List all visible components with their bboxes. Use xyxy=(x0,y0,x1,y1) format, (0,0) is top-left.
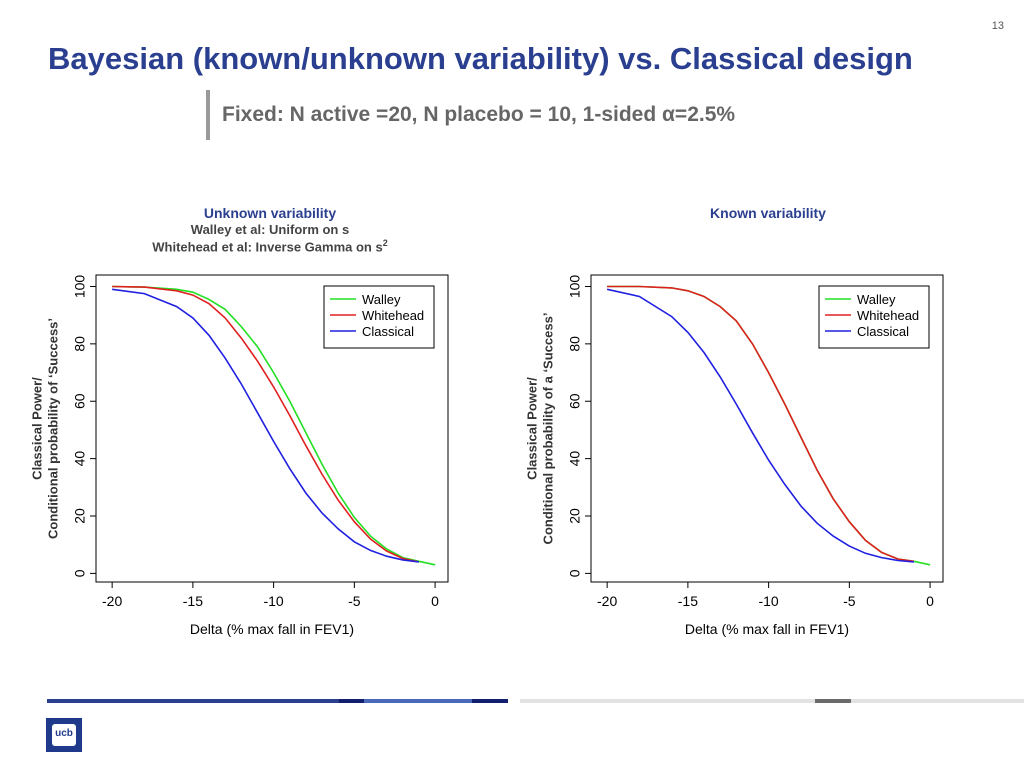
right-ytick-label: 100 xyxy=(567,275,583,299)
footer-bar-2 xyxy=(339,699,364,703)
left-legend-label: Classical xyxy=(362,324,414,339)
right-plot-frame xyxy=(590,274,944,583)
left-xtick-label: -5 xyxy=(348,593,361,609)
left-legend-label: Walley xyxy=(362,292,401,307)
title-divider xyxy=(206,90,210,140)
footer-bar-1 xyxy=(47,699,339,703)
left-legend xyxy=(323,285,435,349)
left-ytick-label: 0 xyxy=(72,569,88,577)
left-series-walley xyxy=(112,285,436,566)
left-chart-subtitle-1: Walley et al: Uniform on s xyxy=(190,222,350,237)
left-chart-heading: Unknown variability Walley et al: Unifor… xyxy=(100,205,440,254)
left-chart-subtitle-2: Whitehead et al: Inverse Gamma on s2 xyxy=(152,238,388,255)
left-ytick-label: 20 xyxy=(72,508,88,524)
right-xtick-label: -5 xyxy=(843,593,856,609)
right-chart: -20 -15 -10 -5 0 0 20 40 60 80 100 Delta (% max fal… xyxy=(524,274,944,637)
right-ytick-label: 20 xyxy=(567,508,583,524)
left-ytick-label: 100 xyxy=(72,275,88,299)
left-chart-title: Unknown variability xyxy=(203,205,337,221)
right-legend-label: Whitehead xyxy=(857,308,919,323)
left-chart: -20 -15 -10 -5 0 0 20 40 60 80 100 Delta (% max fal… xyxy=(29,274,449,637)
left-xtick-label: -20 xyxy=(102,593,122,609)
left-ylabel-line: Conditional probability of ‘Success’ xyxy=(45,318,60,539)
right-xtick-label: -10 xyxy=(758,593,778,609)
right-ylabel-line: Classical Power/ xyxy=(524,377,539,480)
right-xtick-label: -15 xyxy=(678,593,698,609)
right-series-classical xyxy=(606,288,914,563)
right-chart-heading: Known variability xyxy=(598,205,938,221)
left-xtick-label: -10 xyxy=(263,593,283,609)
left-ytick-label: 40 xyxy=(72,451,88,467)
left-legend-label: Whitehead xyxy=(362,308,424,323)
footer-bar-5 xyxy=(520,699,815,703)
right-chart-title: Known variability xyxy=(710,205,826,221)
footer-bar-7 xyxy=(851,699,1024,703)
left-plot-frame xyxy=(95,274,449,583)
right-series-whitehead xyxy=(607,285,915,563)
left-series-whitehead xyxy=(112,285,420,563)
left-ylabel-line: Classical Power/ xyxy=(29,377,44,480)
ucb-logo: ucb xyxy=(46,718,82,752)
right-legend-label: Classical xyxy=(857,324,909,339)
left-xtick-label: 0 xyxy=(431,593,439,609)
right-ytick-label: 0 xyxy=(567,569,583,577)
left-series-classical xyxy=(111,288,419,563)
right-xtick-label: -20 xyxy=(597,593,617,609)
right-ytick-label: 80 xyxy=(567,336,583,352)
left-xlabel: Delta (% max fall in FEV1) xyxy=(190,621,354,637)
right-ytick-label: 60 xyxy=(567,393,583,409)
left-ytick-label: 60 xyxy=(72,393,88,409)
footer-bar-4 xyxy=(472,699,508,703)
slide-title: Bayesian (known/unknown variability) vs.… xyxy=(48,41,913,76)
right-xlabel: Delta (% max fall in FEV1) xyxy=(685,621,849,637)
logo-text: ucb xyxy=(55,728,73,739)
right-legend-label: Walley xyxy=(857,292,896,307)
right-xtick-label: 0 xyxy=(926,593,934,609)
slide-number: 13 xyxy=(991,20,1004,32)
footer-bar-6 xyxy=(815,699,851,703)
right-legend xyxy=(818,285,930,349)
right-ylabel-line: Conditional probability of a ‘Success’ xyxy=(540,313,555,545)
left-ytick-label: 80 xyxy=(72,336,88,352)
slide-subtitle: Fixed: N active =20, N placebo = 10, 1-s… xyxy=(222,103,736,126)
left-xtick-label: -15 xyxy=(183,593,203,609)
right-ytick-label: 40 xyxy=(567,451,583,467)
footer-bar-3 xyxy=(364,699,472,703)
